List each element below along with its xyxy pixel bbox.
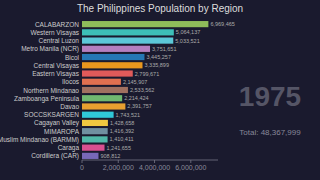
category-label: Ilocos — [62, 78, 80, 85]
category-label: Zamboanga Peninsula — [14, 95, 79, 103]
bar — [82, 112, 114, 118]
value-label: 5,064,137 — [176, 29, 200, 35]
bar — [82, 54, 144, 60]
x-tick-label: 6,000,000 — [175, 164, 206, 171]
category-label: Muslim Mindanao (BARMM) — [0, 136, 79, 144]
value-label: 1,241,655 — [107, 145, 131, 151]
total-annotation: Total: 48,367,999 — [239, 128, 301, 137]
x-axis — [82, 160, 218, 161]
chart: 1975 Total: 48,367,999 The Philippines Pop… — [0, 0, 320, 180]
category-label: Metro Manila (NCR) — [21, 45, 79, 53]
category-label: Central Luzon — [39, 37, 80, 44]
bar — [82, 95, 122, 101]
category-label: Northern Mindanao — [23, 87, 79, 94]
value-label: 2,799,671 — [135, 71, 159, 77]
x-tick-label: 4,000,000 — [139, 164, 170, 171]
value-label: 1,410,411 — [110, 136, 134, 142]
bars — [82, 21, 208, 159]
value-label: 3,335,899 — [144, 62, 168, 68]
value-label: 1,416,392 — [110, 128, 134, 134]
bar — [82, 29, 174, 35]
category-label: Bicol — [65, 54, 80, 61]
category-label: MIMAROPA — [44, 128, 80, 135]
value-label: 6,969,465 — [210, 21, 234, 27]
bar — [82, 79, 121, 85]
x-tick-label: 0 — [80, 164, 84, 171]
value-label: 2,391,757 — [127, 103, 151, 109]
bar — [82, 46, 150, 52]
bar — [82, 87, 128, 93]
category-label: Central Visayas — [34, 62, 80, 70]
value-label: 908,812 — [100, 153, 120, 159]
value-label: 3,445,257 — [146, 54, 170, 60]
value-label: 2,145,907 — [123, 79, 147, 85]
value-label: 2,214,424 — [124, 95, 148, 101]
bar — [82, 38, 173, 44]
category-label: Caraga — [58, 144, 80, 152]
category-label: CALABARZON — [35, 21, 79, 28]
x-tick-label: 2,000,000 — [103, 164, 134, 171]
year-annotation: 1975 — [239, 81, 301, 112]
bar — [82, 120, 108, 126]
category-label: Eastern Visayas — [32, 70, 80, 78]
category-label: Davao — [60, 103, 79, 110]
x-tick — [154, 160, 155, 163]
category-label: Cordillera (CAR) — [31, 152, 79, 160]
category-label: SOCCSKSARGEN — [24, 111, 79, 118]
x-tick — [118, 160, 119, 163]
bar — [82, 62, 142, 68]
background — [0, 0, 320, 180]
title: The Philippines Population by Region — [77, 3, 243, 14]
bar — [82, 128, 108, 134]
value-label: 1,743,521 — [116, 112, 140, 118]
x-tick — [190, 160, 191, 163]
bar — [82, 145, 105, 151]
value-label: 3,751,651 — [152, 46, 176, 52]
value-label: 5,033,521 — [175, 38, 199, 44]
bar — [82, 21, 208, 27]
bar — [82, 136, 108, 142]
bar — [82, 153, 98, 159]
bar — [82, 70, 133, 76]
category-label: Western Visayas — [30, 29, 79, 37]
value-label: 1,428,658 — [110, 120, 134, 126]
category-label: Cagayan Valley — [34, 119, 80, 127]
bar — [82, 103, 125, 109]
x-tick — [82, 160, 83, 163]
value-label: 2,533,562 — [130, 87, 154, 93]
